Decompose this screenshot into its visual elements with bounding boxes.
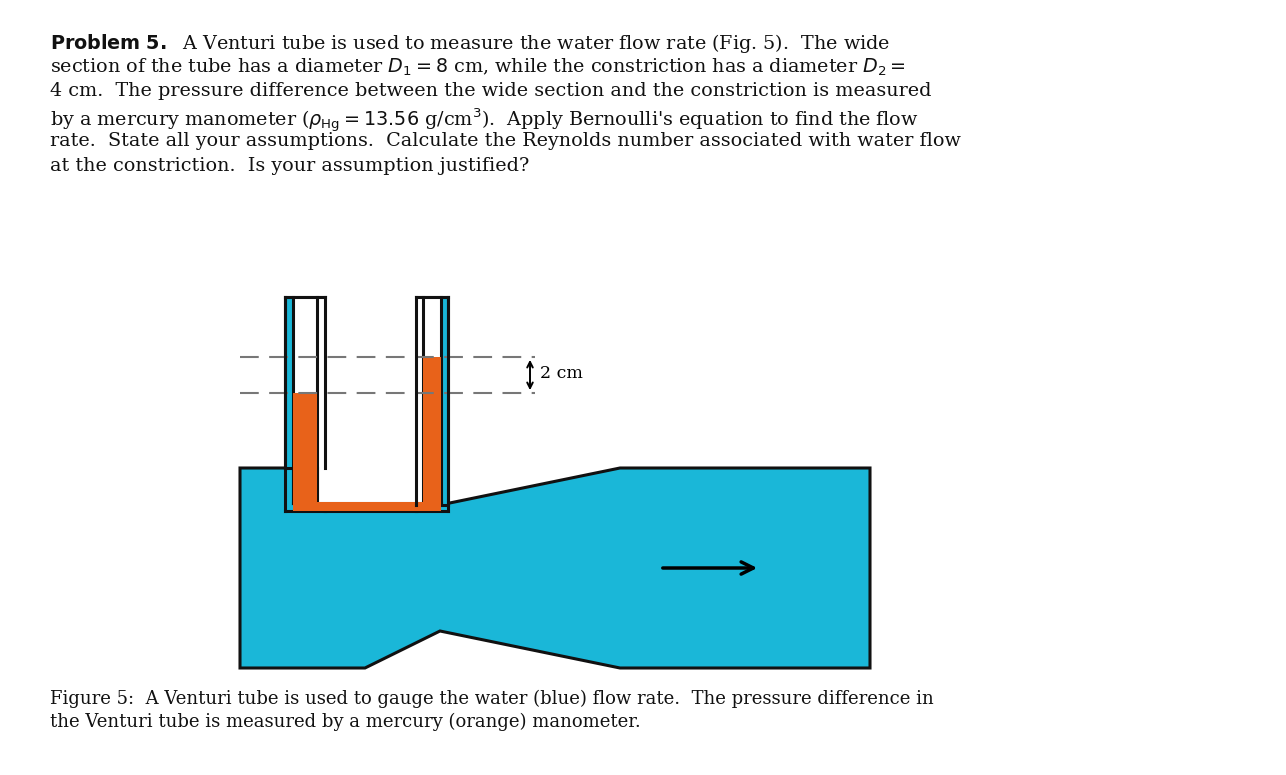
- Text: Figure 5:  A Venturi tube is used to gauge the water (blue) flow rate.  The pres: Figure 5: A Venturi tube is used to gaug…: [50, 690, 934, 708]
- Text: at the constriction.  Is your assumption justified?: at the constriction. Is your assumption …: [50, 157, 530, 175]
- Bar: [423, 357, 441, 503]
- Text: by a mercury manometer ($\rho_{\mathrm{Hg}} = 13.56$ g/cm$^3$).  Apply Bernoulli: by a mercury manometer ($\rho_{\mathrm{H…: [50, 107, 918, 135]
- Bar: [293, 297, 318, 468]
- Text: the Venturi tube is measured by a mercury (orange) manometer.: the Venturi tube is measured by a mercur…: [50, 713, 640, 732]
- Bar: [293, 502, 441, 511]
- Bar: [423, 297, 441, 505]
- Text: $\mathbf{Problem\ 5.}$  A Venturi tube is used to measure the water flow rate (F: $\mathbf{Problem\ 5.}$ A Venturi tube is…: [50, 32, 890, 55]
- Bar: [293, 393, 318, 503]
- Text: 2 cm: 2 cm: [540, 364, 583, 381]
- Text: 4 cm.  The pressure difference between the wide section and the constriction is : 4 cm. The pressure difference between th…: [50, 82, 931, 100]
- Bar: [285, 297, 325, 468]
- Text: section of the tube has a diameter $D_1 = 8$ cm, while the constriction has a di: section of the tube has a diameter $D_1 …: [50, 57, 905, 78]
- Text: rate.  State all your assumptions.  Calculate the Reynolds number associated wit: rate. State all your assumptions. Calcul…: [50, 132, 961, 150]
- Polygon shape: [240, 468, 871, 668]
- Bar: [415, 297, 448, 505]
- Bar: [293, 297, 441, 503]
